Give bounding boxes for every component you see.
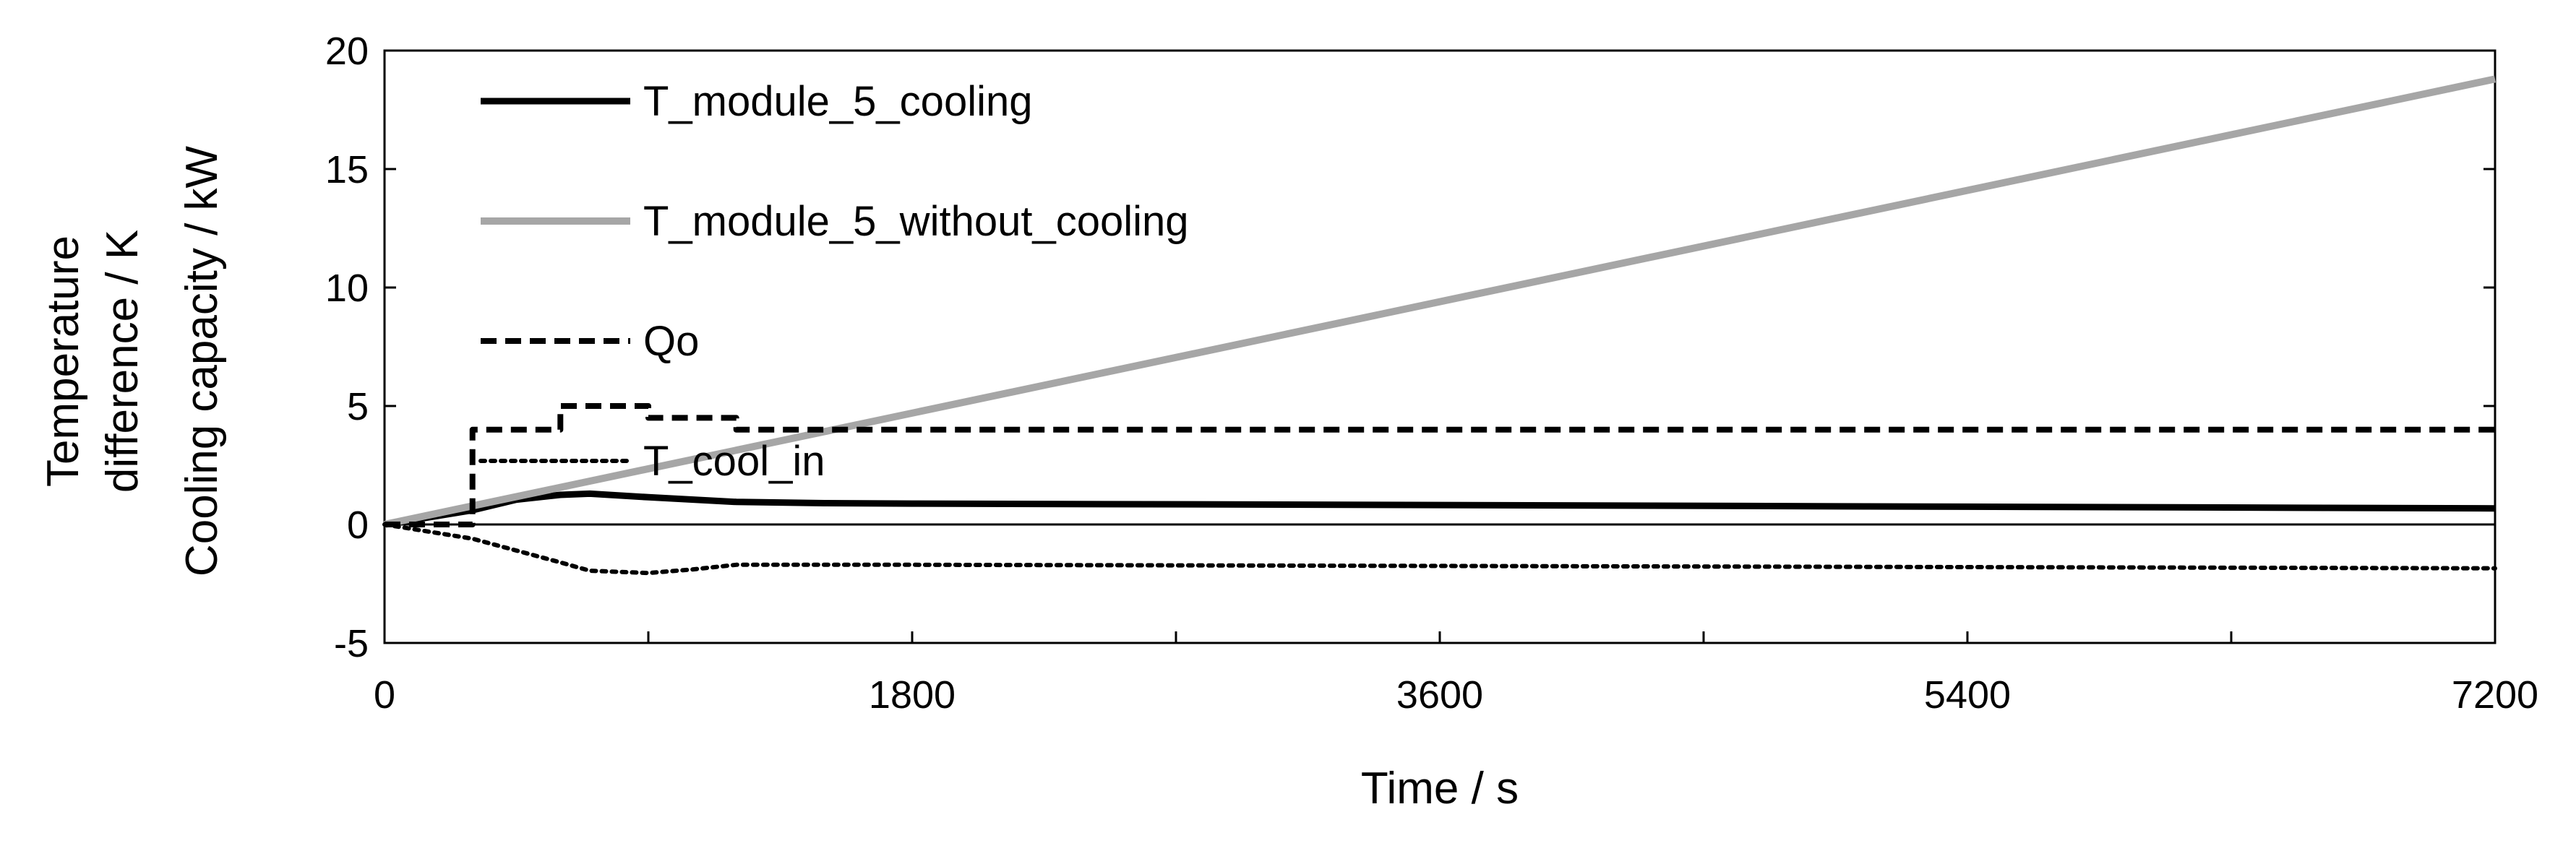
y-tick-label: 10	[325, 267, 369, 310]
series-line-1	[384, 490, 2496, 528]
y-axis-title-line-3: Cooling capacity / kW	[177, 145, 227, 576]
x-tick-label: 3600	[1396, 673, 1483, 717]
y-axis-title-line-1: Temperature	[38, 236, 88, 487]
legend-label-1: T_module_5_cooling	[643, 78, 1032, 125]
series-line-2	[383, 75, 2496, 528]
x-tick-label: 7200	[2452, 673, 2538, 717]
x-tick-label: 0	[374, 673, 395, 717]
y-axis-title-line-2: difference / K	[98, 230, 147, 493]
legend-label-4: T_cool_in	[643, 438, 825, 485]
y-tick-label: 5	[347, 385, 369, 428]
x-tick-label: 1800	[869, 673, 956, 717]
legend: T_module_5_cooling T_module_5_without_coo…	[478, 78, 1189, 485]
x-tick-label: 5400	[1924, 673, 2011, 717]
y-tick-label: -5	[334, 622, 369, 665]
plot-border	[383, 49, 2496, 644]
x-axis-title: Time / s	[1361, 764, 1519, 813]
series-line-4	[382, 522, 2497, 576]
plot-area	[383, 49, 2496, 644]
y-tick-label: 15	[325, 148, 369, 191]
legend-label-2: T_module_5_without_cooling	[643, 198, 1189, 245]
y-tick-label: 0	[347, 504, 369, 547]
y-tick-label: 20	[325, 30, 369, 73]
y-axis-title: Temperature difference / K Cooling capac…	[38, 145, 227, 576]
legend-label-3: Qo	[643, 318, 699, 365]
series-lines	[382, 75, 2497, 576]
series-line-3	[385, 403, 2495, 527]
